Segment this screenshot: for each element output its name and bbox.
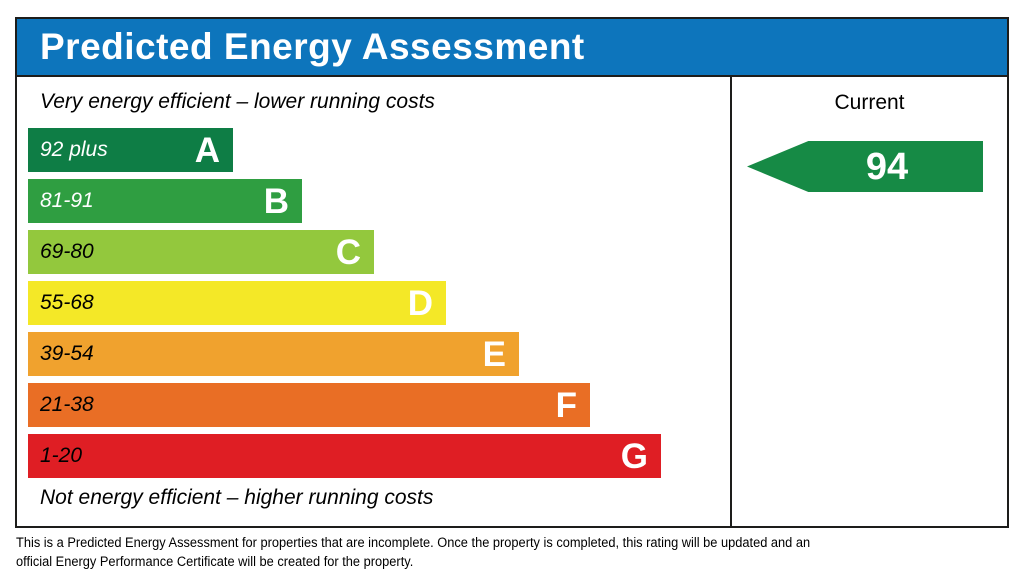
band-letter: E bbox=[482, 334, 506, 374]
page-title: Predicted Energy Assessment bbox=[40, 26, 585, 67]
assessment-box: Predicted Energy Assessment Very energy … bbox=[15, 17, 1009, 528]
band-row-g: 1-20 G bbox=[28, 434, 661, 478]
footer-line-2: official Energy Performance Certificate … bbox=[16, 554, 414, 569]
inefficient-note: Not energy efficient – higher running co… bbox=[40, 486, 434, 509]
epc-chart: Very energy efficient – lower running co… bbox=[17, 77, 730, 526]
band-row-d: 55-68 D bbox=[28, 281, 446, 325]
band-row-a: 92 plus A bbox=[28, 128, 233, 172]
current-rating-value: 94 bbox=[865, 145, 909, 188]
band-row-c: 69-80 C bbox=[28, 230, 374, 274]
band-letter: D bbox=[407, 283, 433, 323]
footer-note: This is a Predicted Energy Assessment fo… bbox=[16, 533, 810, 571]
band-range-label: 69-80 bbox=[40, 240, 94, 263]
band-letter: B bbox=[263, 181, 289, 221]
band-letter: G bbox=[620, 436, 648, 476]
epc-bands: 92 plus A 81-91 B 69-80 C 55-68 D bbox=[28, 128, 730, 478]
band-range-label: 55-68 bbox=[40, 291, 94, 314]
band-letter: A bbox=[194, 130, 220, 170]
current-rating-arrow: 94 bbox=[747, 141, 983, 192]
assessment-content: Very energy efficient – lower running co… bbox=[17, 77, 1007, 526]
footer-line-1: This is a Predicted Energy Assessment fo… bbox=[16, 535, 811, 550]
band-range-label: 21-38 bbox=[40, 393, 94, 416]
band-range-label: 81-91 bbox=[40, 189, 94, 212]
efficient-note: Very energy efficient – lower running co… bbox=[40, 90, 435, 113]
band-row-f: 21-38 F bbox=[28, 383, 590, 427]
title-bar: Predicted Energy Assessment bbox=[17, 19, 1007, 77]
band-letter: F bbox=[555, 385, 577, 425]
band-range-label: 92 plus bbox=[40, 138, 108, 161]
band-row-b: 81-91 B bbox=[28, 179, 302, 223]
current-column-header: Current bbox=[834, 91, 905, 114]
current-column: Current 94 bbox=[730, 77, 1007, 526]
band-range-label: 1-20 bbox=[40, 444, 83, 467]
band-range-label: 39-54 bbox=[40, 342, 94, 365]
band-row-e: 39-54 E bbox=[28, 332, 519, 376]
band-letter: C bbox=[335, 232, 361, 272]
